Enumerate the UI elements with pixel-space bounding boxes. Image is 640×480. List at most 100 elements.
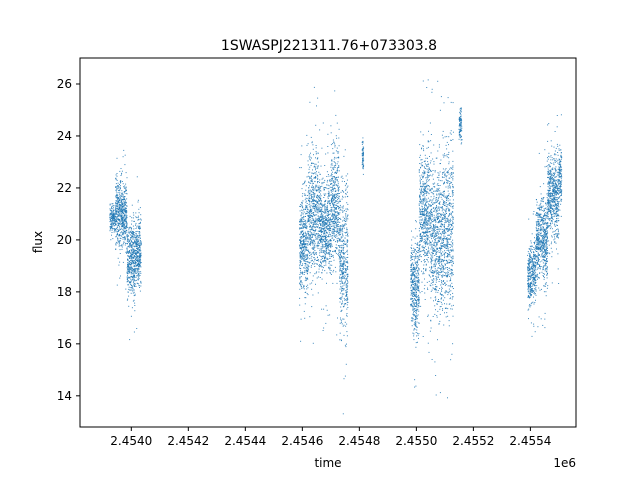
- data-point: [341, 228, 343, 230]
- data-point: [329, 260, 331, 262]
- data-point: [301, 202, 303, 204]
- data-point: [307, 207, 309, 209]
- data-point: [339, 217, 341, 219]
- data-point: [124, 207, 126, 208]
- data-point: [116, 242, 118, 244]
- data-point: [439, 236, 441, 238]
- data-point: [329, 245, 331, 247]
- data-point: [322, 223, 324, 225]
- data-point: [117, 206, 119, 208]
- data-point: [119, 197, 121, 199]
- data-point: [428, 203, 429, 205]
- data-point: [316, 263, 318, 265]
- data-point: [417, 244, 419, 246]
- data-point: [299, 304, 301, 306]
- data-point: [302, 220, 304, 222]
- data-point: [332, 152, 334, 154]
- data-point: [333, 158, 335, 160]
- data-point: [324, 222, 326, 224]
- data-point: [307, 270, 309, 272]
- data-point: [127, 258, 128, 260]
- data-point: [139, 227, 141, 229]
- data-point: [311, 209, 313, 211]
- data-point: [300, 167, 302, 169]
- data-point: [345, 272, 347, 274]
- data-point: [305, 224, 307, 226]
- data-point: [110, 224, 112, 226]
- data-point: [329, 181, 331, 182]
- data-point: [343, 225, 345, 227]
- data-point: [115, 208, 116, 210]
- data-point: [320, 233, 322, 235]
- data-point: [320, 165, 322, 167]
- data-point: [414, 268, 416, 270]
- data-point: [128, 241, 130, 242]
- data-point: [421, 206, 423, 208]
- data-point: [424, 167, 426, 169]
- data-point: [300, 232, 302, 234]
- data-point: [345, 232, 347, 234]
- data-point: [308, 218, 310, 219]
- data-point: [421, 270, 422, 272]
- data-point: [318, 260, 320, 262]
- data-point: [362, 161, 364, 163]
- data-point: [421, 281, 423, 283]
- data-point: [137, 271, 139, 273]
- data-point: [307, 256, 309, 258]
- data-point: [119, 253, 121, 254]
- data-point: [425, 204, 427, 206]
- data-point: [121, 218, 123, 220]
- data-point: [418, 269, 420, 271]
- data-point: [315, 238, 317, 240]
- data-point: [323, 267, 324, 269]
- data-point: [313, 263, 315, 265]
- data-point: [418, 169, 420, 171]
- data-point: [414, 266, 416, 268]
- data-point: [325, 153, 327, 155]
- data-point: [310, 164, 312, 166]
- data-point: [310, 208, 312, 210]
- data-point: [314, 246, 316, 248]
- data-point: [334, 230, 336, 232]
- data-point: [345, 188, 347, 190]
- data-point: [299, 246, 301, 248]
- data-point: [416, 300, 418, 302]
- data-point: [315, 184, 317, 186]
- data-point: [317, 97, 319, 99]
- data-point: [113, 212, 115, 214]
- data-point: [308, 204, 310, 206]
- data-point: [305, 271, 307, 273]
- data-point: [135, 271, 136, 273]
- data-point: [122, 208, 124, 210]
- data-point: [343, 263, 345, 265]
- data-point: [427, 220, 429, 222]
- data-point: [427, 201, 429, 202]
- data-point: [413, 295, 415, 297]
- data-point: [344, 256, 346, 258]
- data-point: [318, 209, 320, 211]
- data-point: [327, 133, 329, 135]
- data-point: [425, 215, 427, 217]
- data-point: [130, 289, 132, 291]
- data-point: [329, 258, 331, 259]
- data-point: [128, 245, 130, 247]
- data-point: [427, 219, 429, 221]
- data-point: [299, 253, 301, 255]
- data-point: [314, 210, 316, 212]
- data-point: [343, 210, 345, 212]
- data-point: [414, 282, 416, 284]
- data-point: [123, 205, 125, 207]
- data-point: [310, 191, 312, 193]
- data-point: [127, 246, 129, 248]
- data-point: [421, 227, 423, 229]
- data-point: [317, 203, 319, 205]
- data-point: [362, 146, 364, 148]
- data-point: [341, 268, 343, 269]
- data-point: [338, 205, 340, 207]
- data-point: [411, 289, 413, 291]
- data-point: [315, 220, 317, 222]
- data-point: [300, 231, 302, 233]
- data-point: [339, 268, 341, 270]
- data-point: [334, 201, 336, 203]
- data-point: [422, 177, 424, 179]
